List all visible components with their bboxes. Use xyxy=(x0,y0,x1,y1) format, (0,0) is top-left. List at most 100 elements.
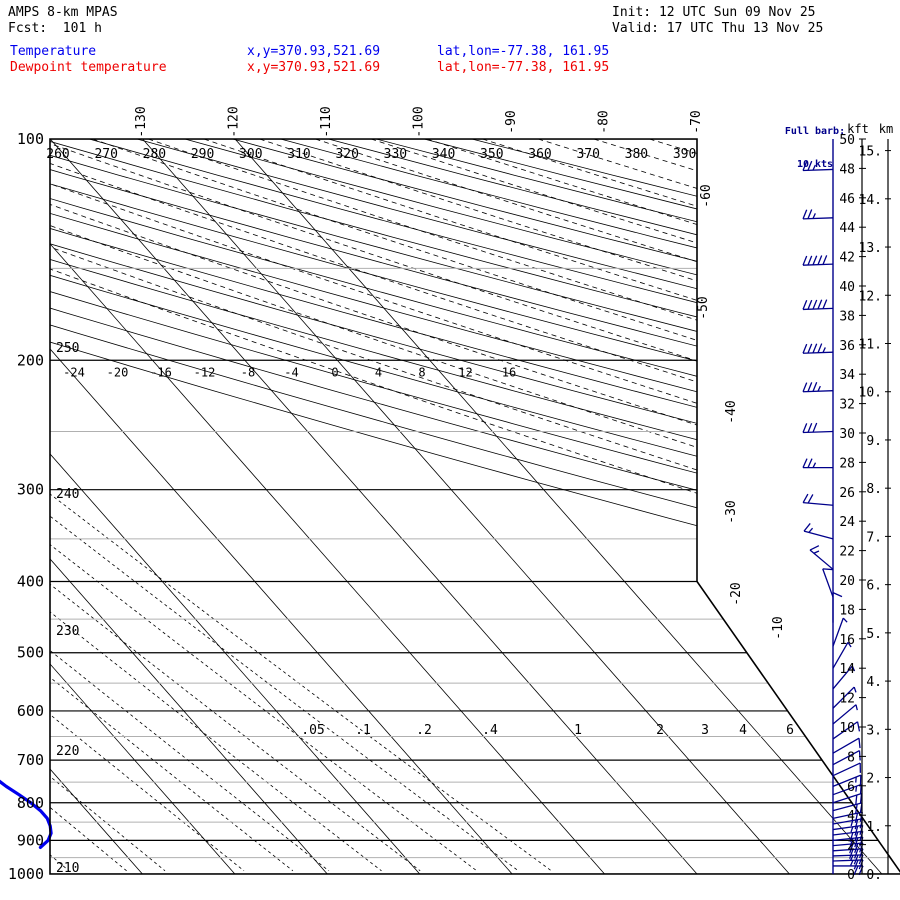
wind-barb xyxy=(809,545,834,570)
dewpoint-legend-label: Dewpoint temperature xyxy=(10,60,167,75)
isotherm-top-label: -130 xyxy=(134,106,149,137)
dry-adiabat xyxy=(50,139,900,874)
isotherm-right-label: -20 xyxy=(729,582,744,605)
pressure-label: 500 xyxy=(17,644,44,662)
km-tick-label: 14. xyxy=(859,193,882,208)
isotherm xyxy=(50,139,605,874)
dry-adiabat xyxy=(50,139,900,874)
moist-adiabat xyxy=(538,139,900,874)
wind-barb xyxy=(832,750,861,766)
kft-tick-label: 20 xyxy=(839,574,855,589)
pressure-label: 900 xyxy=(17,831,44,849)
mixing-ratio-label: .2 xyxy=(416,723,432,738)
mixing-ratio-label: .4 xyxy=(482,723,498,738)
mixing-ratio-label: 3 xyxy=(701,723,709,738)
kft-tick-label: 0 xyxy=(847,868,855,883)
mixing-ratio-label: 2 xyxy=(656,723,664,738)
kft-tick-label: 22 xyxy=(839,545,855,560)
wind-barb xyxy=(832,665,856,690)
dry-adiabat xyxy=(50,139,900,874)
wind-barb xyxy=(832,774,862,788)
temp-scale-label: -4 xyxy=(284,365,298,379)
mixing-ratio-label: 1 xyxy=(574,723,582,738)
theta-left-label: 220 xyxy=(56,744,79,759)
km-tick-label: 4. xyxy=(866,675,882,690)
mixing-ratio-label: 4 xyxy=(739,723,747,738)
temp-scale-label: 4 xyxy=(375,365,382,379)
temp-scale-label: -24 xyxy=(63,365,85,379)
temperature-legend-label: Temperature xyxy=(10,44,97,59)
isotherm xyxy=(234,139,883,874)
wind-barb xyxy=(832,592,843,623)
isotherm-top-label: -110 xyxy=(319,106,334,137)
init-time: Init: 12 UTC Sun 09 Nov 25 xyxy=(612,5,816,20)
kft-tick-label: 36 xyxy=(839,339,855,354)
mixing-ratio-line xyxy=(50,268,421,872)
dewpoint-xy: x,y=370.93,521.69 xyxy=(247,60,381,75)
isotherm-right-label: -50 xyxy=(696,296,711,319)
theta-top-label: 370 xyxy=(576,147,599,162)
theta-top-label: 380 xyxy=(625,147,648,162)
kft-tick-label: 50 xyxy=(839,133,855,148)
barb-legend-line1: Full barb: xyxy=(784,126,846,137)
valid-time: Valid: 17 UTC Thu 13 Nov 25 xyxy=(612,21,824,36)
theta-top-label: 310 xyxy=(287,147,310,162)
dry-adiabat xyxy=(50,139,900,874)
wind-barb xyxy=(832,704,858,725)
dry-adiabat xyxy=(50,139,900,874)
moist-adiabat xyxy=(50,139,900,874)
pressure-label: 100 xyxy=(17,130,44,148)
dry-adiabat xyxy=(89,139,900,874)
theta-top-label: 360 xyxy=(528,147,551,162)
km-tick-label: 7. xyxy=(866,530,882,545)
pressure-label: 300 xyxy=(17,481,44,499)
wind-barb xyxy=(832,824,864,836)
theta-left-label: 230 xyxy=(56,624,79,639)
theta-top-label: 340 xyxy=(432,147,455,162)
theta-top-label: 330 xyxy=(384,147,407,162)
wind-barb xyxy=(832,721,861,740)
theta-top-label: 280 xyxy=(143,147,166,162)
kft-tick-label: 44 xyxy=(839,221,855,236)
pressure-label: 200 xyxy=(17,351,44,369)
km-tick-label: 9. xyxy=(866,434,882,449)
moist-adiabat xyxy=(370,139,900,874)
km-tick-label: 0. xyxy=(866,868,882,883)
moist-adiabat xyxy=(50,139,900,874)
pressure-label: 400 xyxy=(17,573,44,591)
isotherm-top-label: -80 xyxy=(597,110,612,133)
isotherm xyxy=(142,139,790,874)
pressure-label: 600 xyxy=(17,702,44,720)
isotherm-right-label: -30 xyxy=(724,500,739,523)
kft-tick-label: 30 xyxy=(839,427,855,442)
dewpoint-latlon: lat,lon=-77.38, 161.95 xyxy=(437,60,610,75)
wind-barb xyxy=(832,686,857,709)
temperature-xy: x,y=370.93,521.69 xyxy=(247,44,381,59)
model-title: AMPS 8-km MPAS xyxy=(8,5,118,20)
wind-barb xyxy=(802,343,834,354)
dry-adiabat xyxy=(376,139,900,874)
theta-top-label: 290 xyxy=(191,147,214,162)
kft-tick-label: 16 xyxy=(839,633,855,648)
dry-adiabat xyxy=(50,139,900,874)
wind-barb xyxy=(802,493,834,506)
km-tick-label: 6. xyxy=(866,579,882,594)
moist-adiabat xyxy=(50,139,900,874)
wind-barb xyxy=(832,792,863,805)
wind-barb xyxy=(822,568,834,598)
temp-scale-label: 0 xyxy=(331,365,338,379)
kft-tick-label: 28 xyxy=(839,456,855,471)
kft-tick-label: 14 xyxy=(839,662,855,677)
dry-adiabat xyxy=(423,139,900,874)
isotherm-top-label: -120 xyxy=(227,106,242,137)
kft-tick-label: 42 xyxy=(839,251,855,266)
wind-barb xyxy=(802,382,834,393)
moist-adiabat xyxy=(50,139,900,874)
km-tick-label: 12. xyxy=(859,289,882,304)
theta-left-label: 250 xyxy=(56,341,79,356)
isotherm-right-label: -60 xyxy=(699,184,714,207)
kft-tick-label: 10 xyxy=(839,721,855,736)
wind-barb xyxy=(802,422,834,434)
km-tick-label: 8. xyxy=(866,482,882,497)
dry-adiabat xyxy=(50,139,900,874)
